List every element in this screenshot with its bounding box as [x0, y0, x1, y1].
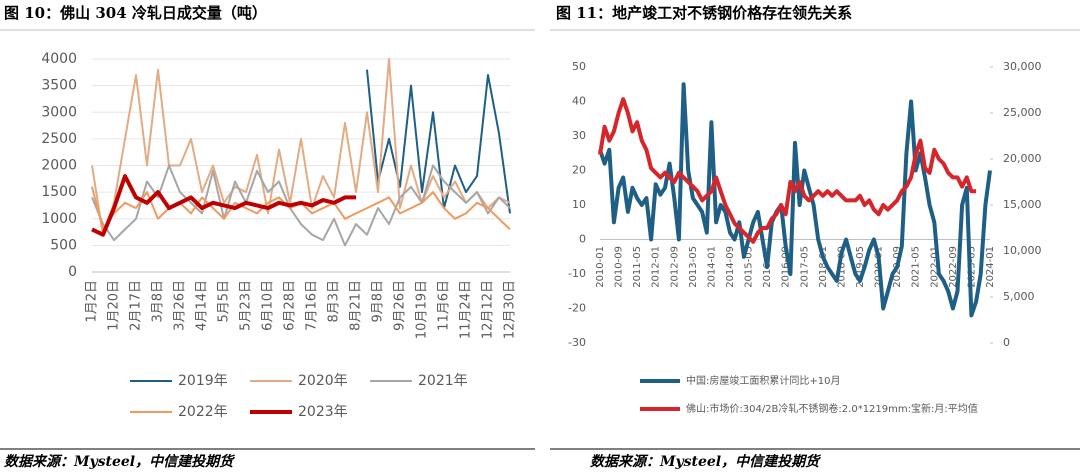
y-tick-label: 1500: [41, 184, 77, 200]
x-tick-label: 2014-01: [706, 246, 717, 288]
y-tick-label: 3000: [41, 104, 77, 120]
x-tick-label: 4月14日: [195, 280, 210, 331]
x-tick-label: 8月21日: [349, 280, 364, 331]
y-tick-label: 10: [572, 198, 586, 211]
legend-label: 佛山:市场价:304/2B冷轧不锈钢卷:2.0*1219mm:宝新:月:平均值: [686, 402, 978, 415]
x-tick-label: 2022-01: [929, 246, 940, 288]
x-tick-label: 2012-01: [651, 246, 662, 288]
y2-tick-label: 20,000: [1003, 152, 1042, 165]
y-tick-label: 1000: [41, 211, 77, 227]
x-tick-label: 2014-09: [725, 246, 736, 288]
y-tick-label: 20: [572, 164, 586, 177]
chart-title: 图 10：佛山 304 冷轧日成交量（吨）: [4, 4, 267, 22]
legend-label: 2019年: [178, 373, 228, 389]
x-tick-label: 2023-05: [966, 246, 977, 288]
y-tick-label: 40: [572, 95, 586, 108]
x-tick-label: 2010-09: [614, 246, 625, 288]
y-tick-label: -20: [568, 302, 586, 315]
x-tick-label: 6月10日: [261, 280, 276, 331]
series-line: [598, 97, 977, 244]
legend-label: 中国:房屋竣工面积累计同比+10月: [686, 374, 840, 387]
x-tick-label: 6月28日: [283, 280, 298, 331]
x-tick-label: 8月3日: [327, 280, 342, 323]
x-tick-label: 1月2日: [85, 280, 100, 323]
y-tick-label: 2500: [41, 131, 77, 147]
legend-label: 2022年: [178, 404, 228, 420]
chart-title: 图 11：地产竣工对不锈钢价格存在领先关系: [556, 4, 852, 22]
y-tick-label: 30: [572, 129, 586, 142]
x-tick-label: 2月17日: [129, 280, 144, 331]
y-tick-label: 2000: [41, 158, 77, 174]
x-tick-label: 2019-05: [855, 246, 866, 288]
x-tick-label: 2017-05: [799, 246, 810, 288]
y2-tick-label: 15,000: [1003, 198, 1042, 211]
x-tick-label: 10月19日: [415, 280, 430, 339]
y2-tick-label: 5,000: [1003, 290, 1035, 303]
series-line: [91, 164, 511, 247]
y-tick-label: 50: [572, 60, 586, 73]
x-tick-label: 2024-01: [985, 246, 996, 288]
series-line: [366, 69, 511, 214]
x-tick-label: 2012-09: [669, 246, 680, 288]
y-tick-label: 500: [50, 237, 77, 253]
x-tick-label: 9月8日: [371, 280, 386, 323]
x-tick-label: 2013-05: [688, 246, 699, 288]
x-tick-label: 2016-09: [781, 246, 792, 288]
x-tick-label: 3月26日: [173, 280, 188, 331]
x-tick-label: 9月26日: [393, 280, 408, 331]
series-line: [598, 82, 992, 318]
y2-tick-label: 25,000: [1003, 106, 1042, 119]
x-tick-label: 2011-05: [632, 246, 643, 288]
series-line: [91, 174, 356, 237]
legend-label: 2023年: [298, 404, 348, 420]
x-tick-label: 2018-01: [818, 246, 829, 288]
x-tick-label: 12月30日: [503, 280, 518, 339]
x-tick-label: 11月6日: [437, 280, 452, 331]
x-tick-label: 2010-01: [595, 246, 606, 288]
source: 数据来源：Mysteel，中信建投期货: [4, 453, 235, 470]
series-line: [91, 58, 511, 236]
y2-tick-label: 10,000: [1003, 244, 1042, 257]
x-tick-label: 5月5日: [217, 280, 232, 323]
y-tick-label: 0: [579, 233, 586, 246]
y-tick-label: 0: [68, 264, 77, 280]
legend-label: 2020年: [298, 373, 348, 389]
x-tick-label: 5月23日: [239, 280, 254, 331]
y-tick-label: -30: [568, 336, 586, 349]
source: 数据来源：Mysteel，中信建投期货: [590, 453, 821, 470]
x-tick-label: 2022-09: [948, 246, 959, 288]
y2-tick-label: 30,000: [1003, 60, 1042, 73]
legend-label: 2021年: [418, 373, 468, 389]
y-tick-label: 4000: [41, 51, 77, 67]
x-tick-label: 1月20日: [107, 280, 122, 331]
x-tick-label: 2021-05: [911, 246, 922, 288]
x-tick-label: 2015-05: [744, 246, 755, 288]
x-tick-label: 2018-09: [836, 246, 847, 288]
y2-tick-label: 0: [1003, 336, 1010, 349]
y-tick-label: 3500: [41, 78, 77, 94]
x-tick-label: 12月12日: [481, 280, 496, 339]
x-tick-label: 11月24日: [459, 280, 474, 339]
x-tick-label: 3月8日: [151, 280, 166, 323]
x-tick-label: 7月16日: [305, 280, 320, 331]
y-tick-label: -10: [568, 267, 586, 280]
